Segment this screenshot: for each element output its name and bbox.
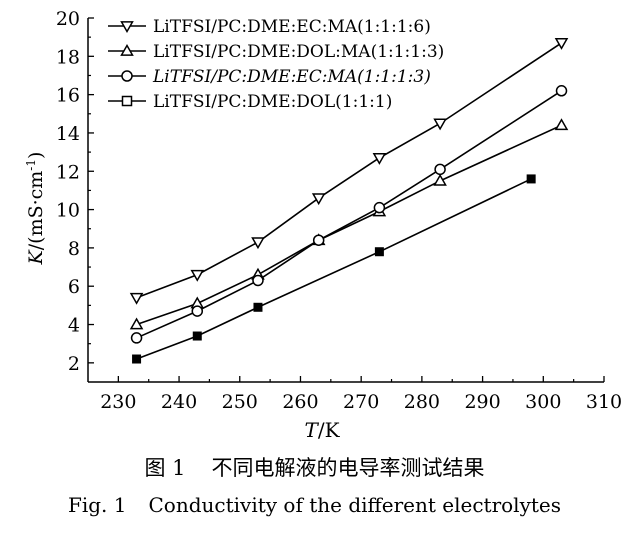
- legend: LiTFSI/PC:DME:EC:MA(1:1:1:6) LiTFSI/PC:DM…: [108, 17, 444, 112]
- caption-english: Fig. 1 Conductivity of the different elec…: [0, 493, 629, 517]
- legend-label: LiTFSI/PC:DME:DOL(1:1:1): [153, 92, 392, 112]
- plot-frame: [87, 18, 604, 383]
- x-tick-label: 300: [525, 391, 561, 413]
- y-axis-label-var: K: [25, 248, 47, 265]
- x-tick-label: 240: [161, 391, 197, 413]
- legend-label: LiTFSI/PC:DME:EC:MA(1:1:1:3): [152, 67, 431, 87]
- caption-en-number: Fig. 1: [67, 493, 127, 517]
- data-point: [434, 163, 446, 176]
- caption-cn-text: 不同电解液的电导率测试结果: [211, 456, 485, 480]
- x-tick-label: 230: [100, 391, 136, 413]
- legend-item: LiTFSI/PC:DME:EC:MA(1:1:1:3): [108, 67, 431, 87]
- x-tick-label: 280: [404, 391, 440, 413]
- y-tick-label: 16: [56, 85, 80, 107]
- legend-marker: [121, 70, 133, 82]
- data-point: [192, 331, 202, 341]
- series-3: [130, 85, 568, 344]
- y-tick-label: 12: [56, 161, 80, 183]
- legend-item: LiTFSI/PC:DME:DOL:MA(1:1:1:3): [108, 42, 444, 62]
- legend-label: LiTFSI/PC:DME:DOL:MA(1:1:1:3): [153, 42, 444, 62]
- series-1: [129, 38, 569, 305]
- data-point: [130, 332, 143, 344]
- conductivity-chart: 230 240 250 260 270 280 290 300 310 2 4 6 8 10 12 14 16…: [24, 8, 622, 442]
- data-point: [252, 274, 264, 287]
- series-line: [136, 90, 562, 339]
- y-tick-label: 8: [68, 238, 80, 260]
- legend-label: LiTFSI/PC:DME:EC:MA(1:1:1:6): [153, 17, 431, 37]
- data-point: [373, 201, 386, 214]
- series-layer: [129, 38, 569, 364]
- data-point: [554, 38, 569, 50]
- legend-marker: [121, 95, 133, 107]
- y-axis-label-unit: /(mS·cm: [25, 171, 47, 251]
- y-axis-label-sup: -1: [24, 159, 38, 171]
- x-axis-label-var: T: [304, 418, 319, 442]
- y-tick-label: 6: [68, 276, 80, 298]
- y-tick-label: 4: [68, 315, 80, 337]
- x-tick-label: 290: [464, 391, 500, 413]
- data-point: [191, 305, 204, 317]
- y-axis: 2 4 6 8 10 12 14 16 18 20: [56, 8, 94, 375]
- legend-marker: [120, 21, 134, 34]
- y-tick-label: 10: [56, 200, 80, 222]
- data-point: [555, 85, 568, 97]
- x-tick-label: 250: [222, 391, 258, 413]
- data-point: [433, 173, 447, 186]
- x-tick-label: 260: [282, 391, 318, 413]
- x-tick-label: 310: [586, 391, 622, 413]
- caption-chinese: 图 1 不同电解液的电导率测试结果: [0, 452, 629, 482]
- caption-en-text: Conductivity of the different electrolyt…: [148, 493, 562, 517]
- data-point: [526, 174, 536, 184]
- data-point: [374, 247, 384, 257]
- data-point: [129, 317, 144, 330]
- series-4: [132, 174, 536, 364]
- data-point: [132, 354, 142, 364]
- data-point: [190, 269, 205, 282]
- data-point: [433, 118, 447, 131]
- data-point: [253, 302, 263, 312]
- y-tick-label: 20: [56, 8, 80, 30]
- legend-item: LiTFSI/PC:DME:DOL(1:1:1): [108, 92, 392, 112]
- legend-item: LiTFSI/PC:DME:EC:MA(1:1:1:6): [108, 17, 431, 37]
- y-tick-label: 2: [68, 353, 80, 375]
- data-point: [554, 118, 569, 131]
- data-point: [251, 237, 265, 250]
- y-tick-label: 14: [56, 123, 80, 145]
- y-axis-label-close: ): [25, 152, 47, 159]
- data-point: [129, 292, 144, 305]
- x-axis-label: T/K: [304, 418, 340, 442]
- data-point: [312, 234, 325, 246]
- x-tick-label: 270: [343, 391, 379, 413]
- legend-marker: [120, 43, 134, 56]
- caption-cn-number: 图 1: [144, 456, 186, 480]
- x-axis: 230 240 250 260 270 280 290 300 310: [100, 376, 622, 413]
- y-axis-label: K/(mS·cm-1): [24, 152, 47, 266]
- data-point: [372, 152, 387, 165]
- x-axis-label-unit: /K: [318, 418, 341, 442]
- data-point: [311, 193, 326, 206]
- y-tick-label: 18: [56, 46, 80, 68]
- series-line: [136, 124, 562, 326]
